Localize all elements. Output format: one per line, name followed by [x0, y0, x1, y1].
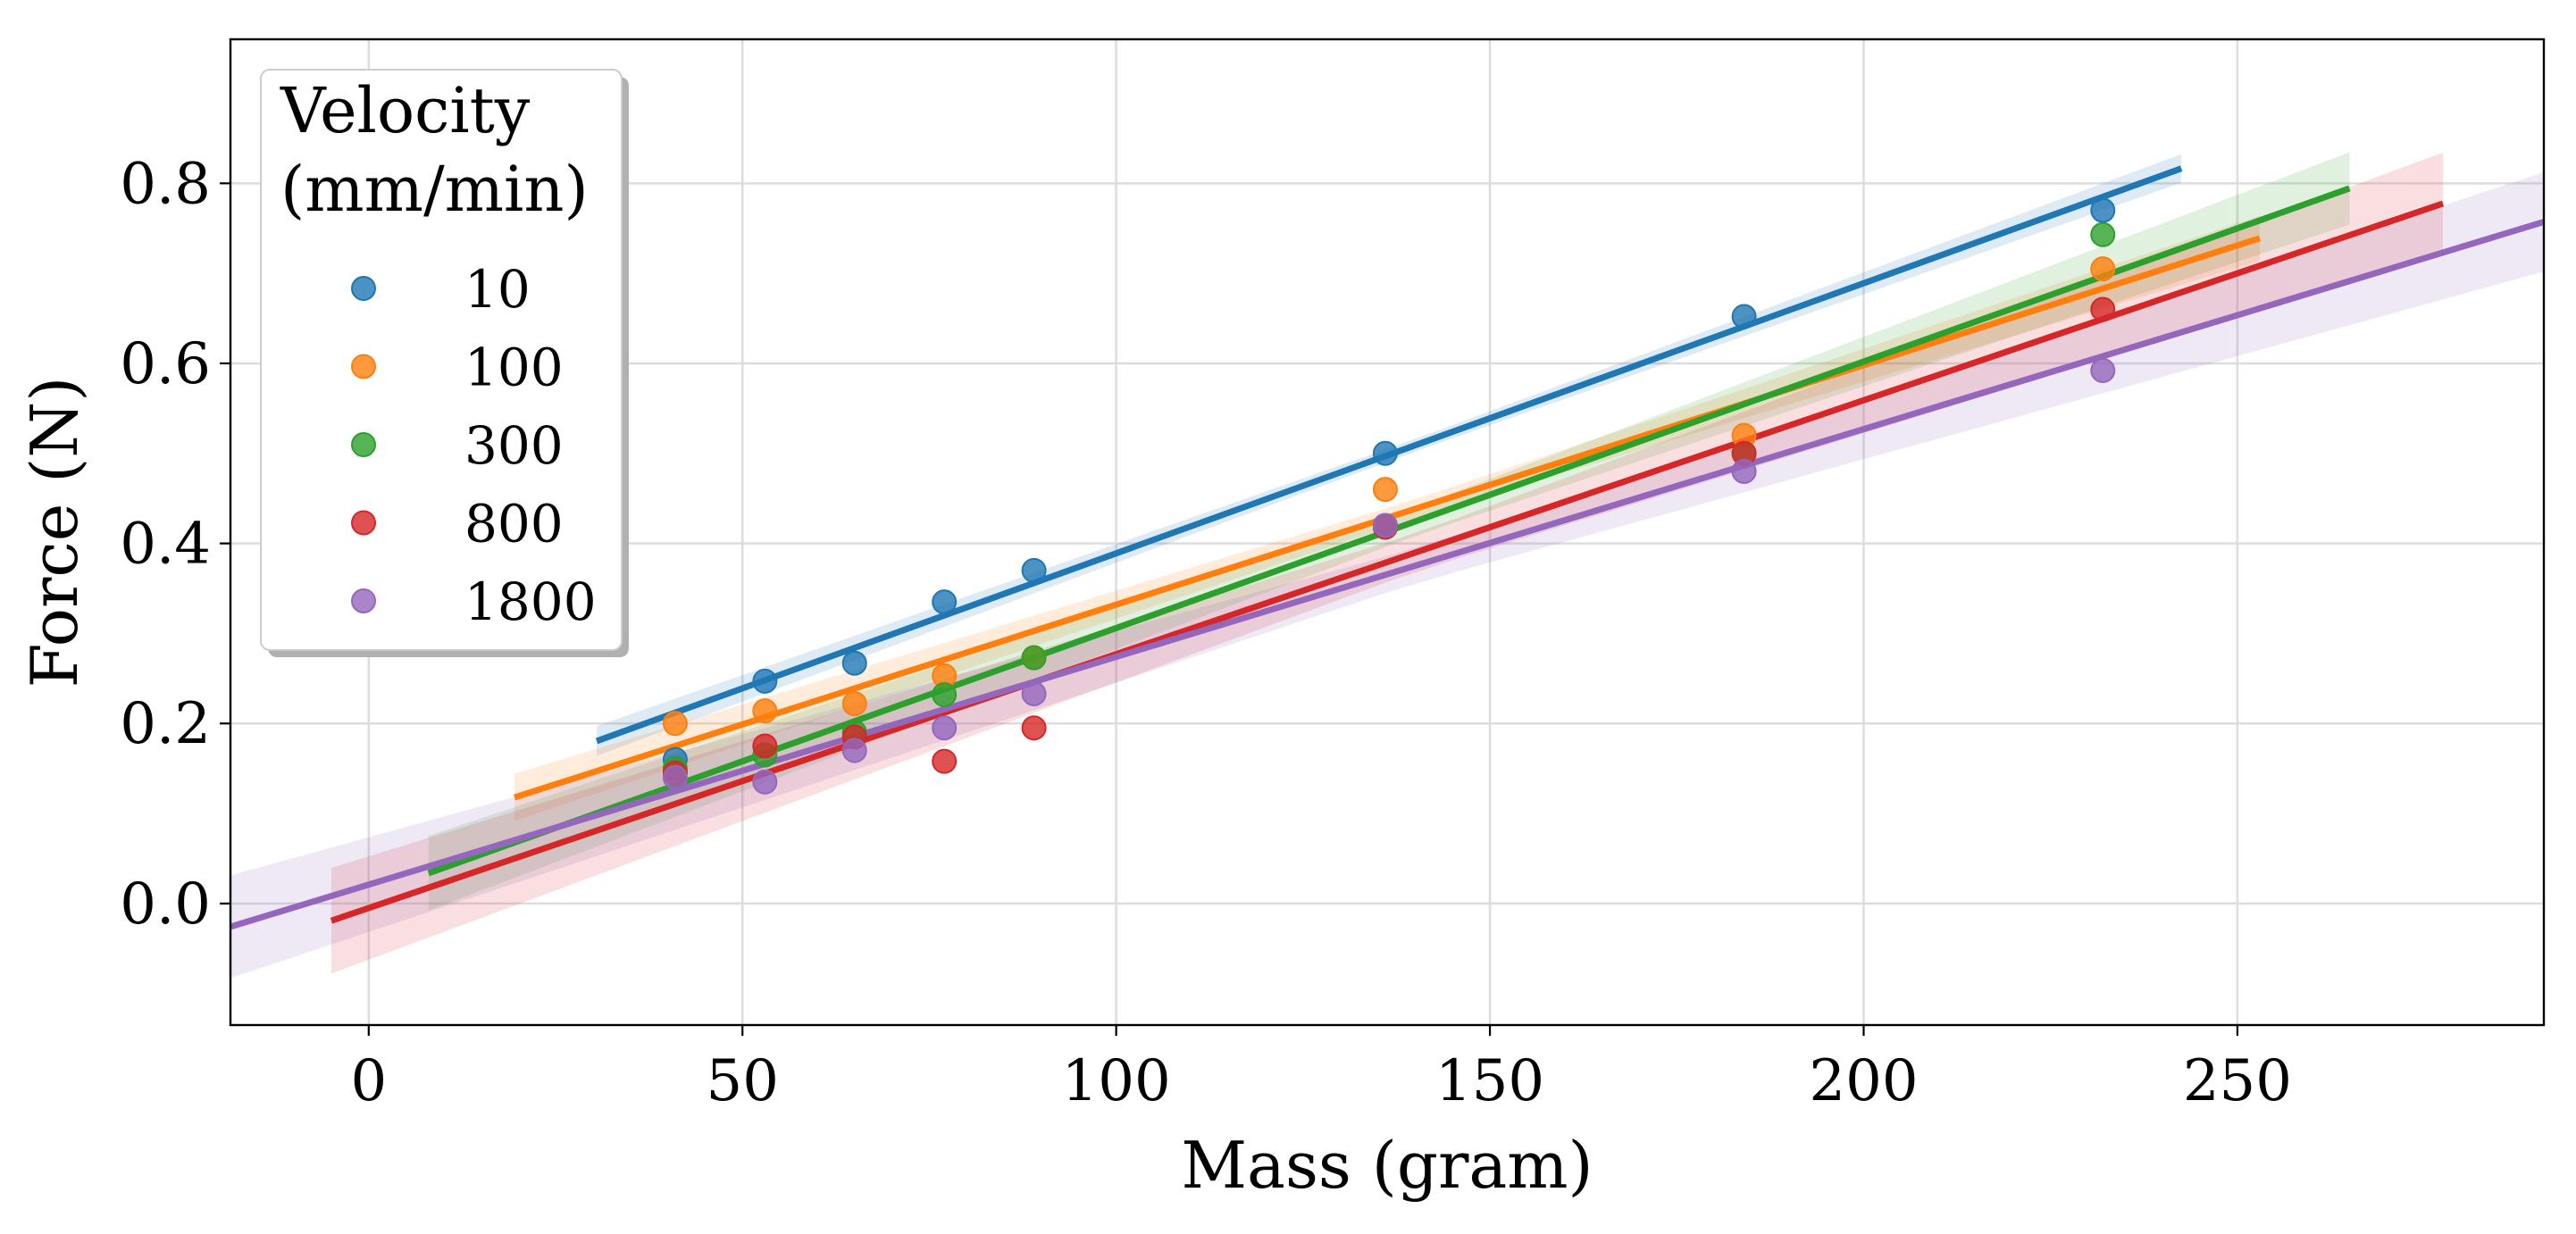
legend-marker-10 — [351, 276, 376, 301]
point-10-7 — [2090, 197, 2116, 223]
x-tick-label-4: 200 — [1809, 1048, 1918, 1114]
legend-label-10: 10 — [464, 259, 531, 320]
point-800-3 — [932, 748, 958, 774]
legend-title-line-1: Velocity — [280, 74, 531, 147]
point-1800-7 — [2090, 358, 2116, 384]
x-tick-label-3: 150 — [1435, 1048, 1544, 1114]
point-1800-3 — [932, 715, 958, 741]
point-1800-2 — [841, 738, 867, 763]
legend-label-1800: 1800 — [464, 571, 597, 632]
x-tick-label-5: 250 — [2183, 1048, 2292, 1114]
point-300-3 — [932, 681, 958, 707]
point-1800-6 — [1731, 458, 1757, 484]
point-800-4 — [1021, 715, 1047, 741]
point-100-2 — [841, 691, 867, 717]
x-tick-label-2: 100 — [1062, 1048, 1171, 1114]
legend-label-800: 800 — [464, 494, 564, 554]
point-100-1 — [752, 698, 778, 724]
legend-label-300: 300 — [464, 415, 564, 476]
point-100-5 — [1372, 477, 1398, 503]
y-tick-label-1: 0.2 — [120, 691, 211, 757]
legend-label-100: 100 — [464, 338, 564, 398]
point-1800-5 — [1372, 513, 1398, 538]
legend-entries: 10 100 300 800 1800 — [351, 259, 597, 632]
regression-line-800 — [330, 200, 2445, 924]
point-800-1 — [752, 733, 778, 759]
point-10-6 — [1731, 304, 1757, 329]
point-1800-4 — [1021, 680, 1047, 706]
point-100-0 — [662, 711, 688, 737]
y-tick-label-0: 0.0 — [120, 871, 211, 938]
point-10-5 — [1372, 440, 1398, 466]
point-300-7 — [2090, 221, 2116, 247]
point-1800-1 — [752, 769, 778, 795]
y-tick-label-2: 0.4 — [120, 512, 211, 578]
point-10-2 — [841, 650, 867, 676]
point-300-4 — [1021, 645, 1047, 671]
axis-ticks: 0 50 100 150 200 250 0.0 0.2 0.4 0.6 0.8 — [120, 151, 2292, 1114]
legend-marker-300 — [351, 432, 376, 457]
x-axis-label: Mass (gram) — [1181, 1128, 1593, 1203]
legend-title-line-2: (mm/min) — [280, 153, 589, 226]
y-tick-label-4: 0.8 — [120, 151, 211, 217]
legend-marker-1800 — [351, 588, 376, 613]
y-axis-label: Force (N) — [17, 377, 92, 688]
point-100-7 — [2090, 256, 2116, 282]
point-10-1 — [752, 668, 778, 694]
legend: Velocity (mm/min) 10 100 300 800 1800 — [260, 69, 629, 657]
point-800-7 — [2090, 296, 2116, 322]
x-tick-label-1: 50 — [707, 1048, 779, 1114]
legend-marker-100 — [351, 354, 376, 379]
legend-box — [260, 69, 623, 651]
legend-marker-800 — [351, 510, 376, 536]
plot-frame — [229, 38, 2546, 1027]
y-tick-label-3: 0.6 — [120, 331, 211, 397]
data-points — [662, 197, 2116, 795]
point-10-3 — [932, 589, 958, 615]
point-10-4 — [1021, 557, 1047, 583]
point-1800-0 — [662, 764, 688, 790]
x-tick-label-0: 0 — [350, 1048, 387, 1114]
regression-line-1800 — [230, 219, 2544, 930]
